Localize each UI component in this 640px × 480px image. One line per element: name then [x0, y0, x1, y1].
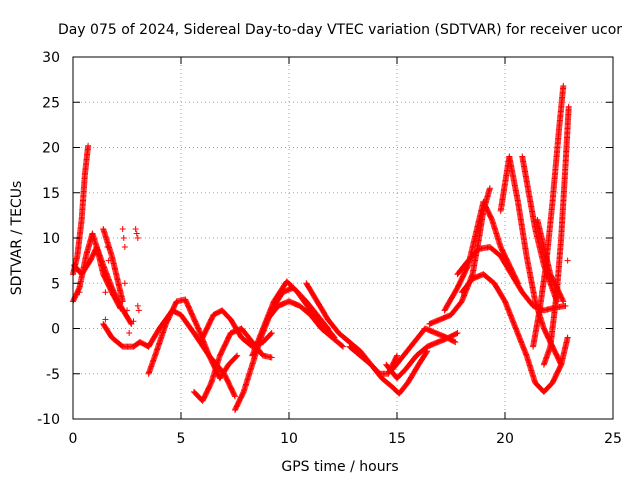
data-marker	[134, 302, 141, 309]
data-marker	[121, 280, 128, 287]
data-marker	[132, 225, 139, 232]
data-marker	[102, 316, 109, 323]
data-marker	[130, 318, 137, 325]
data-marker	[233, 353, 240, 360]
data-marker	[564, 334, 571, 341]
data-marker	[560, 82, 567, 89]
plot-grid	[73, 57, 613, 419]
data-marker	[562, 302, 569, 309]
data-marker	[268, 330, 275, 337]
data-marker	[120, 235, 127, 241]
x-tick-label: 15	[388, 431, 406, 447]
y-tick-label: -5	[46, 367, 60, 383]
data-marker	[76, 289, 83, 296]
data-marker	[394, 352, 400, 359]
data-marker	[453, 330, 460, 337]
y-tick-label: 15	[42, 186, 60, 202]
data-marker	[340, 343, 346, 350]
chart-title: Day 075 of 2024, Sidereal Day-to-day VTE…	[58, 22, 622, 38]
data-marker	[119, 225, 126, 232]
data-marker	[135, 307, 142, 314]
data-marker	[558, 361, 565, 368]
y-tick-label: 0	[51, 322, 60, 338]
x-tick-label: 10	[280, 431, 298, 447]
data-marker	[133, 230, 140, 237]
data-marker	[564, 257, 571, 264]
data-marker	[451, 338, 458, 345]
data-marker	[234, 352, 241, 359]
y-tick-label: 25	[42, 95, 60, 111]
data-marker	[105, 257, 112, 264]
data-marker	[119, 298, 126, 305]
x-tick-label: 25	[604, 431, 622, 447]
data-marker	[134, 235, 141, 241]
y-tick-label: 30	[42, 50, 60, 66]
data-marker	[559, 297, 566, 304]
data-marker	[452, 339, 459, 346]
y-tick-label: 10	[42, 231, 60, 247]
axis-ticks	[72, 56, 614, 420]
data-marker	[560, 298, 567, 305]
x-tick-label: 5	[177, 431, 186, 447]
data-marker	[126, 330, 133, 337]
y-axis-label: SDTVAR / TECUs	[9, 181, 25, 296]
data-marker	[102, 289, 109, 296]
y-tick-label: 20	[42, 141, 60, 157]
data-marker	[104, 244, 111, 251]
data-marker	[339, 342, 346, 349]
data-marker	[486, 185, 493, 192]
x-axis-label: GPS time / hours	[281, 459, 398, 475]
data-marker	[557, 360, 564, 367]
data-marker	[85, 142, 92, 149]
x-tick-label: 20	[496, 431, 514, 447]
data-marker	[232, 393, 238, 400]
data-marker	[121, 244, 128, 251]
data-marker	[231, 392, 238, 399]
data-marker	[454, 330, 461, 337]
y-tick-label: -10	[37, 412, 60, 428]
data-marker	[124, 307, 130, 314]
data-markers	[70, 82, 572, 413]
data-marker	[565, 103, 572, 110]
data-marker	[393, 353, 400, 360]
tick-labels: 0 5 10 15 20 25 -10 -5 0 5 10 15 20 25 30	[37, 50, 622, 447]
data-marker	[268, 354, 275, 361]
data-marker	[267, 330, 274, 337]
x-tick-label: 0	[69, 431, 78, 447]
y-tick-label: 5	[51, 276, 60, 292]
